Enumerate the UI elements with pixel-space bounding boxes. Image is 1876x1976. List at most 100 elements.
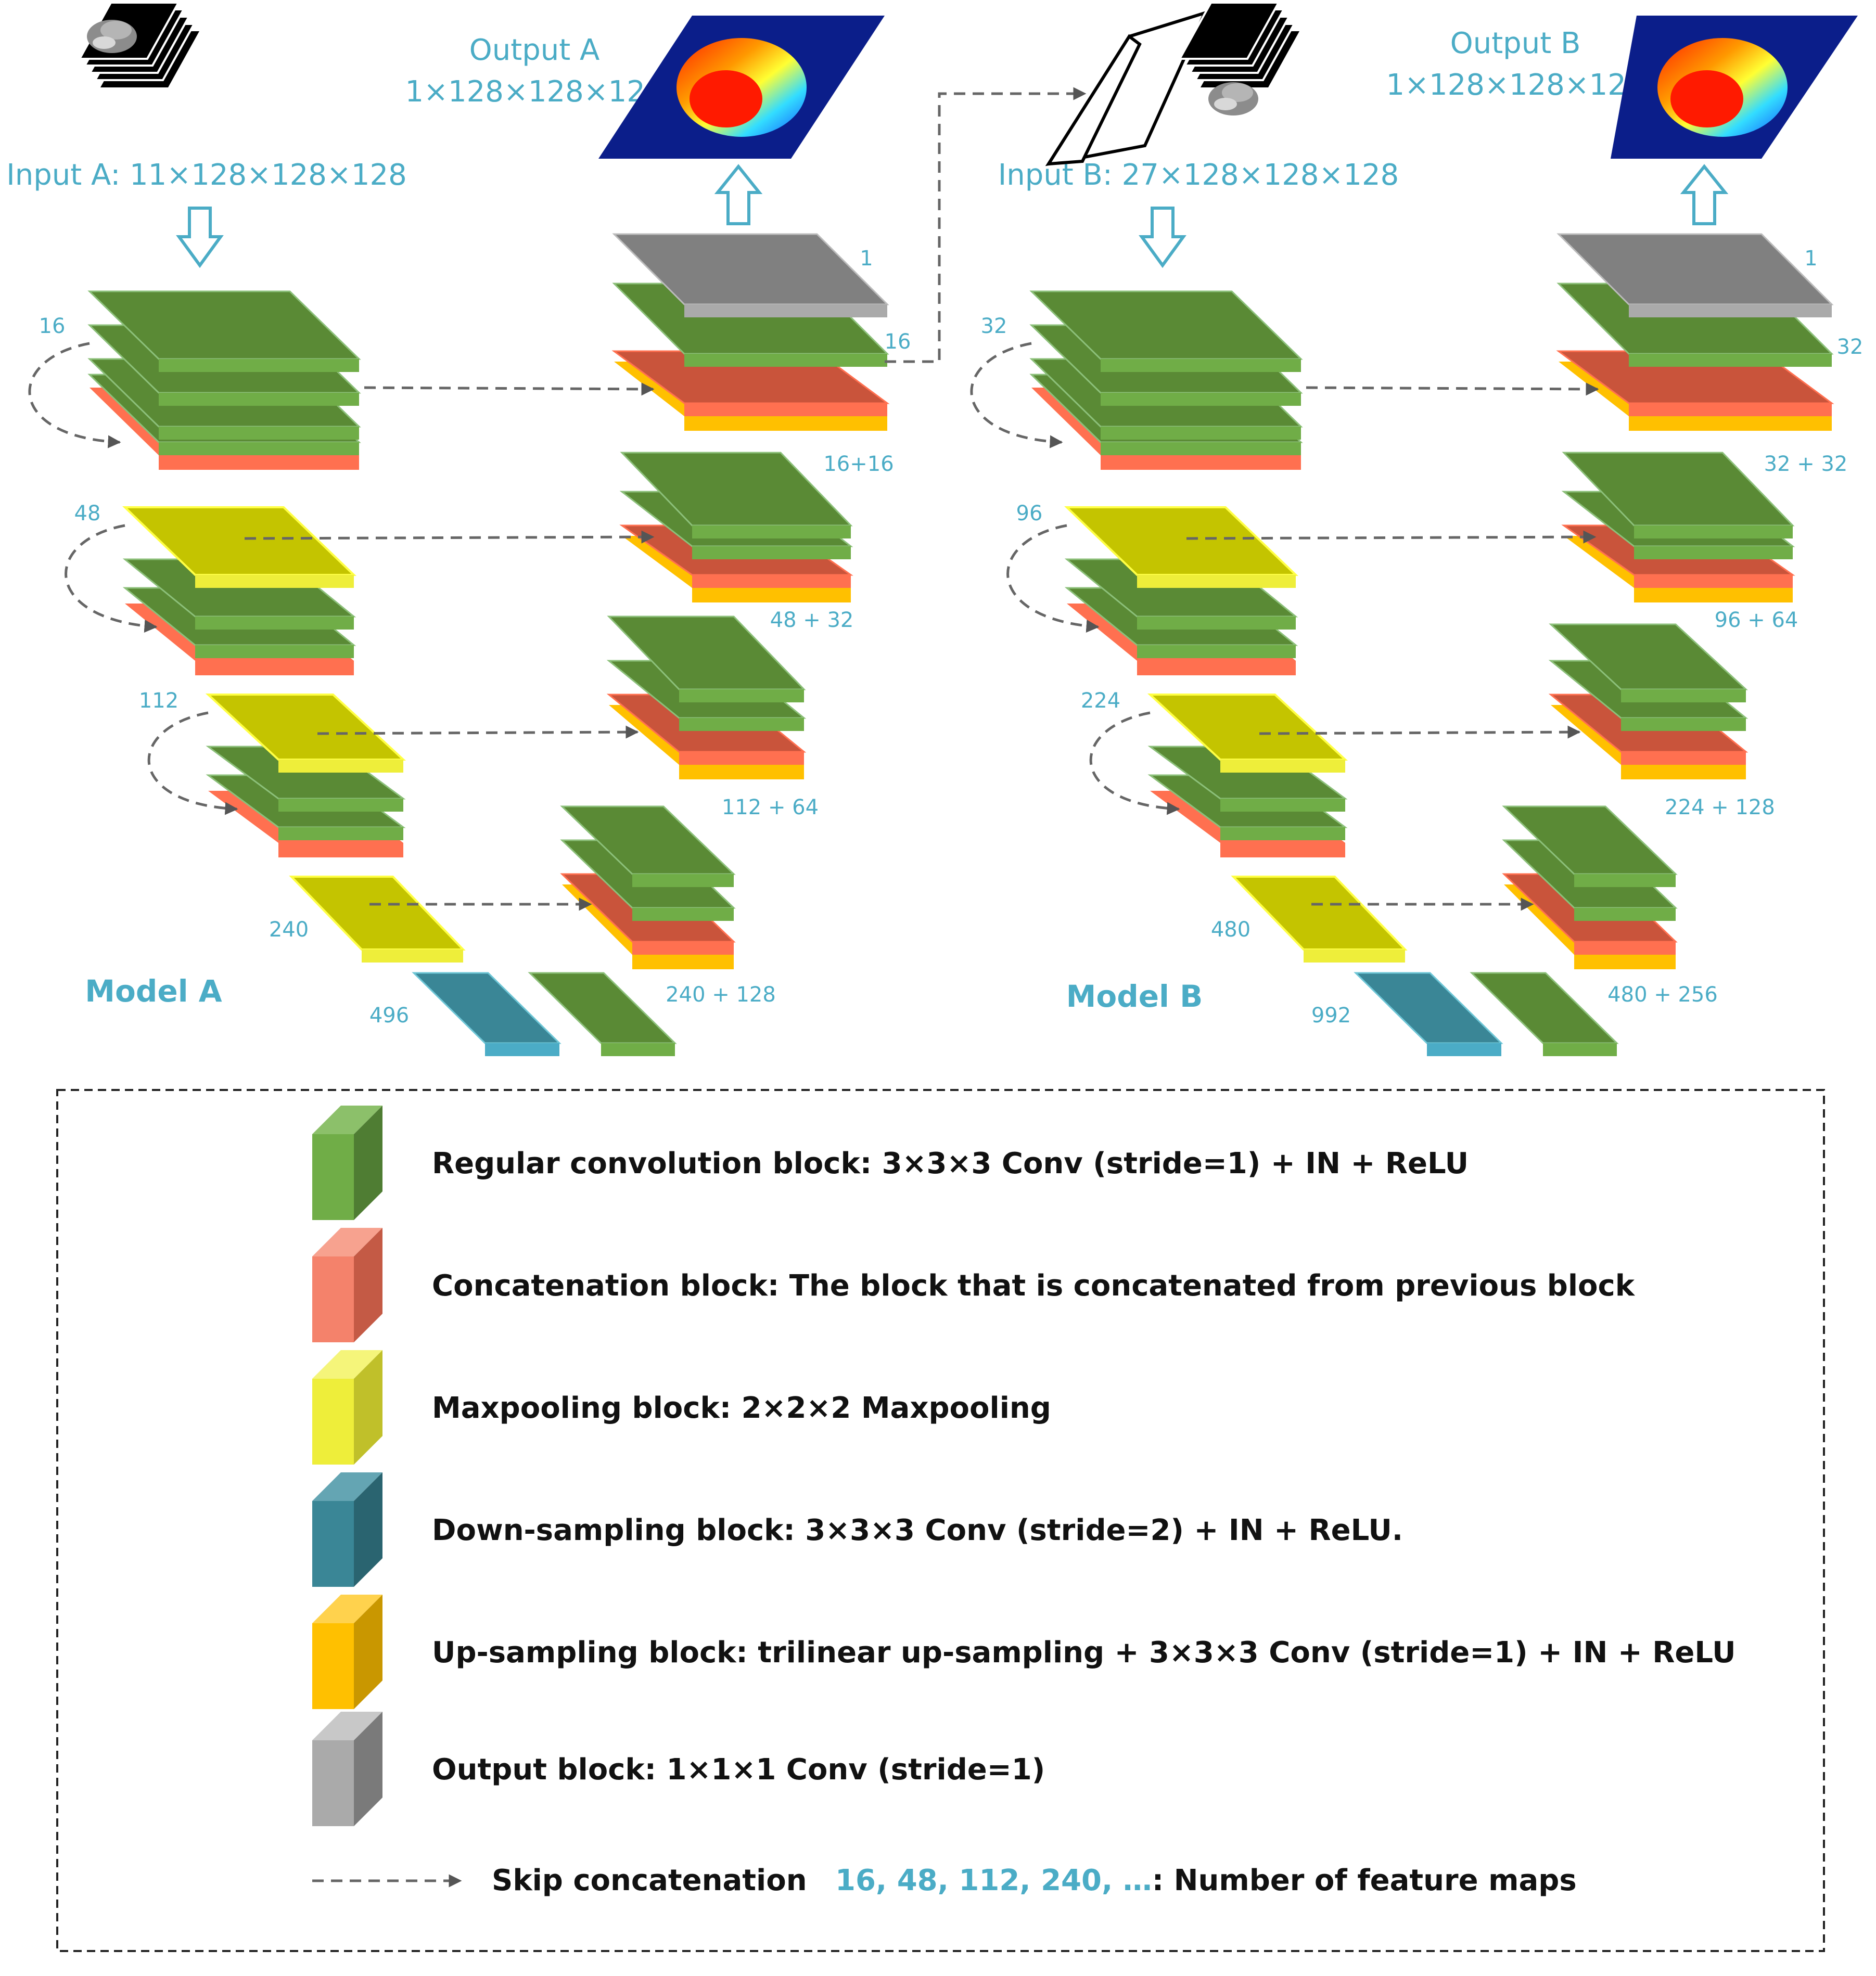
residual-skip-arrow bbox=[65, 524, 158, 633]
brain-slice-a bbox=[87, 20, 137, 53]
output-a-title: Output A bbox=[469, 33, 600, 67]
legend-up-cube bbox=[312, 1595, 382, 1709]
encoder-b-count-1: 32 bbox=[981, 314, 1007, 338]
conv-block bbox=[1549, 623, 1748, 702]
encoder-a-level-4 bbox=[289, 876, 466, 963]
output-b-heatmap bbox=[1611, 16, 1858, 159]
skip-concat-arrow bbox=[244, 530, 655, 544]
brain-slice-b bbox=[1208, 82, 1258, 116]
legend-border bbox=[56, 1089, 1825, 1952]
decoder-a-count-level-3: 112 + 64 bbox=[722, 795, 819, 819]
conv-block bbox=[1562, 452, 1795, 538]
down-sampling-block bbox=[1354, 972, 1503, 1056]
decoder-b-level-1 bbox=[1556, 233, 1834, 431]
legend-skip-label: Skip concatenation bbox=[492, 1864, 807, 1897]
maxpool-block bbox=[122, 506, 356, 588]
legend-concat-label: Concatenation block: The block that is c… bbox=[432, 1269, 1636, 1303]
model-b: Input B: 27×128×128×128 Output B 1×128×1… bbox=[970, 2, 1864, 1056]
model-b-name: Model B bbox=[1066, 979, 1203, 1014]
output-a-arrow bbox=[714, 164, 763, 225]
bottleneck-b bbox=[1354, 972, 1619, 1056]
encoder-b-count-3: 224 bbox=[1081, 689, 1120, 713]
skip-concat-arrow bbox=[317, 725, 639, 739]
encoder-a-level-2 bbox=[122, 506, 356, 675]
legend-concat-cube bbox=[312, 1228, 382, 1342]
legend-conv-cube bbox=[312, 1106, 382, 1220]
encoder-b-level-3 bbox=[1147, 694, 1348, 857]
input-a-arrow bbox=[176, 207, 224, 268]
legend-feature-suffix: : Number of feature maps bbox=[1152, 1864, 1577, 1897]
legend: Regular convolution block: 3×3×3 Conv (s… bbox=[56, 1089, 1825, 1952]
encoder-a-count-4: 240 bbox=[269, 918, 309, 942]
encoder-a-count-1: 16 bbox=[39, 314, 66, 338]
decoder-b-level-3 bbox=[1548, 623, 1749, 779]
legend-feature-example: 16, 48, 112, 240, … bbox=[835, 1864, 1152, 1897]
output-b-arrow bbox=[1680, 164, 1729, 225]
encoder-b-level-4 bbox=[1231, 876, 1408, 963]
encoder-b-level-2 bbox=[1064, 506, 1298, 675]
encoder-b-count-4: 480 bbox=[1211, 918, 1250, 942]
output-a-slice bbox=[1045, 10, 1208, 166]
decoder-a-level-3 bbox=[606, 615, 807, 779]
legend-maxpool-cube bbox=[312, 1350, 382, 1465]
decoder-b-count-level-2: 96 + 64 bbox=[1715, 608, 1798, 632]
encoder-a-level-3 bbox=[205, 694, 406, 857]
decoder-a-count-conv: 16 bbox=[885, 330, 911, 354]
legend-maxpool-label: Maxpooling block: 2×2×2 Maxpooling bbox=[432, 1391, 1051, 1425]
bottleneck-a bbox=[412, 972, 677, 1056]
output-b-dims: 1×128×128×128 bbox=[1386, 68, 1644, 102]
bottleneck-a-count: 496 bbox=[369, 1004, 409, 1028]
conv-block bbox=[87, 290, 361, 372]
legend-conv-label: Regular convolution block: 3×3×3 Conv (s… bbox=[432, 1147, 1469, 1181]
skip-concat-arrow bbox=[1259, 725, 1581, 739]
output-block bbox=[1556, 233, 1834, 317]
decoder-a-level-2 bbox=[619, 452, 853, 602]
conv-block bbox=[528, 972, 677, 1056]
output-block bbox=[612, 233, 889, 317]
encoder-a-count-2: 48 bbox=[74, 502, 101, 525]
model-a-name: Model A bbox=[85, 973, 222, 1009]
model-a-to-b-arrow bbox=[885, 87, 1087, 363]
residual-skip-arrow bbox=[28, 342, 121, 448]
decoder-a-count-level-2: 48 + 32 bbox=[770, 608, 854, 632]
encoder-b-level-1 bbox=[1029, 290, 1303, 470]
output-a-dims: 1×128×128×128 bbox=[405, 75, 663, 109]
output-b-title: Output B bbox=[1450, 27, 1581, 60]
residual-skip-arrow bbox=[970, 342, 1063, 448]
legend-down-cube bbox=[312, 1472, 382, 1587]
conv-block bbox=[607, 615, 806, 702]
input-b-label: Input B: 27×128×128×128 bbox=[998, 158, 1399, 192]
residual-skip-arrow bbox=[1006, 524, 1100, 633]
skip-concat-arrow bbox=[1186, 530, 1597, 544]
conv-block bbox=[620, 452, 853, 538]
encoder-a-count-3: 112 bbox=[139, 689, 178, 713]
legend-down-label: Down-sampling block: 3×3×3 Conv (stride=… bbox=[432, 1513, 1403, 1547]
decoder-b-level-4 bbox=[1502, 805, 1678, 969]
bottleneck-b-count: 992 bbox=[1311, 1004, 1351, 1028]
maxpool-block bbox=[1147, 694, 1348, 773]
decoder-b-count-level-1: 32 + 32 bbox=[1764, 452, 1848, 476]
skip-concat-arrow bbox=[364, 382, 655, 396]
legend-output-cube bbox=[312, 1712, 382, 1826]
residual-skip-arrow bbox=[147, 711, 238, 815]
decoder-b-count-level-3: 224 + 128 bbox=[1665, 795, 1775, 819]
legend-up-label: Up-sampling block: trilinear up-sampling… bbox=[432, 1636, 1736, 1670]
decoder-a-level-4 bbox=[560, 805, 736, 969]
decoder-a-count-output: 1 bbox=[860, 247, 873, 271]
decoder-a-level-1 bbox=[611, 233, 890, 431]
decoder-a-count-level-4: 240 + 128 bbox=[666, 983, 776, 1007]
maxpool-block bbox=[1064, 506, 1298, 588]
maxpool-block bbox=[289, 876, 466, 963]
maxpool-block bbox=[1231, 876, 1408, 963]
output-a-heatmap bbox=[598, 16, 885, 159]
model-a: Input A: 11×128×128×128 Output A 1×128×1… bbox=[6, 2, 1087, 1056]
skip-concat-arrow bbox=[1306, 382, 1599, 396]
input-a-label: Input A: 11×128×128×128 bbox=[6, 158, 406, 192]
decoder-b-count-level-4: 480 + 256 bbox=[1607, 983, 1718, 1007]
legend-feature-maps: 16, 48, 112, 240, …: Number of feature m… bbox=[835, 1864, 1577, 1897]
decoder-b-count-conv: 32 bbox=[1837, 335, 1864, 359]
conv-block bbox=[1029, 290, 1303, 372]
conv-block bbox=[560, 805, 736, 887]
decoder-b-level-2 bbox=[1561, 452, 1795, 602]
